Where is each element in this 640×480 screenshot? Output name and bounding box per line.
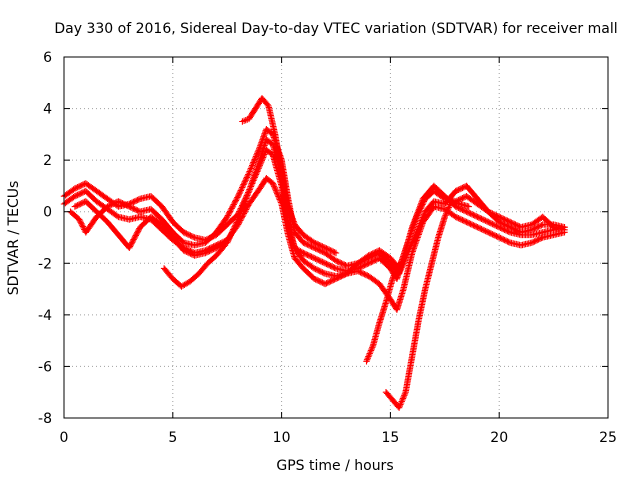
series-markers xyxy=(239,95,340,257)
y-tick-label: -6 xyxy=(38,359,52,375)
series-track-7 xyxy=(363,260,403,365)
y-tick-label: -4 xyxy=(38,308,52,324)
series-markers xyxy=(382,198,472,411)
x-tick-label: 5 xyxy=(168,430,177,446)
series-track-5 xyxy=(239,95,340,257)
y-axis-label: SDTVAR / TECUs xyxy=(6,181,22,296)
series-markers xyxy=(160,242,229,290)
chart-title: Day 330 of 2016, Sidereal Day-to-day VTE… xyxy=(54,21,617,37)
x-tick-label: 20 xyxy=(490,430,508,446)
plot-frame xyxy=(63,56,609,419)
y-tick-label: -2 xyxy=(38,256,52,272)
axis-ticks: 0 5 10 15 20 25 -8 -6 -4 -2 0 2 4 6 xyxy=(38,50,617,446)
x-tick-label: 25 xyxy=(599,430,617,446)
x-tick-label: 15 xyxy=(381,430,399,446)
y-tick-label: 2 xyxy=(43,153,52,169)
y-tick-label: 0 xyxy=(43,205,52,221)
y-tick-label: -8 xyxy=(38,411,52,427)
series-track-8 xyxy=(382,198,472,411)
x-axis-label: GPS time / hours xyxy=(276,458,393,474)
y-tick-label: 4 xyxy=(43,102,52,118)
series-markers xyxy=(363,260,403,365)
x-tick-label: 10 xyxy=(273,430,291,446)
x-tick-label: 0 xyxy=(60,430,69,446)
y-tick-label: 6 xyxy=(43,50,52,66)
series-track-6 xyxy=(160,242,229,290)
data-series xyxy=(60,95,568,411)
